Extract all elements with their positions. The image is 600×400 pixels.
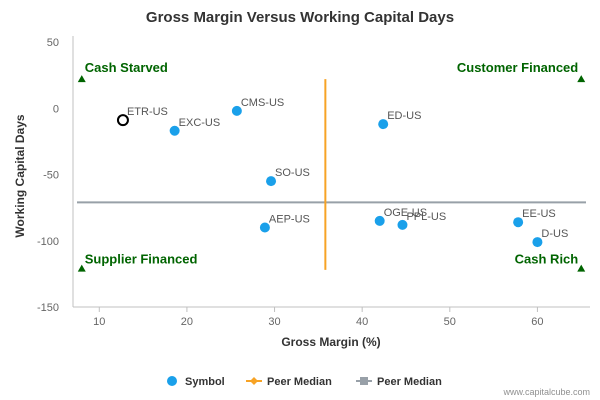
legend[interactable]: Symbol Peer Median Peer Median <box>167 376 442 388</box>
peer-median-lines <box>77 79 586 270</box>
data-points: ETR-US EXC-US CMS-US ED-US SO-US AEP-US OGE-US… <box>116 97 568 248</box>
quadrant-labels: Cash Starved Customer Financed Supplier Fi… <box>77 60 586 272</box>
data-point[interactable] <box>169 125 180 136</box>
y-tick-label: 0 <box>53 103 59 115</box>
data-point[interactable] <box>231 105 242 116</box>
credit-text: www.capitalcube.com <box>502 387 590 397</box>
data-point-label: EE-US <box>522 208 556 220</box>
data-point[interactable] <box>374 215 385 226</box>
x-tick-label: 40 <box>356 316 368 328</box>
data-point[interactable] <box>397 219 408 230</box>
x-tick-label: 30 <box>268 316 280 328</box>
legend-circle-icon <box>167 376 177 386</box>
x-axis-title: Gross Margin (%) <box>281 335 380 349</box>
quadrant-label: Cash Starved <box>85 60 168 75</box>
data-point-label: ED-US <box>387 110 421 122</box>
data-point[interactable] <box>513 217 524 228</box>
quadrant-triangle-icon <box>577 75 586 83</box>
quadrant-label: Customer Financed <box>457 60 578 75</box>
legend-item[interactable]: Symbol <box>167 376 225 388</box>
data-point[interactable] <box>266 176 277 187</box>
data-point-highlight[interactable] <box>116 114 129 127</box>
x-tick-label: 50 <box>444 316 456 328</box>
axes: 50 0 -50 -100 -150 10 20 30 40 50 60 <box>37 36 590 328</box>
legend-diamond-icon <box>250 377 258 385</box>
chart-title: Gross Margin Versus Working Capital Days <box>146 9 454 26</box>
data-point-label: AEP-US <box>269 214 310 226</box>
data-point-label: D-US <box>541 228 568 240</box>
y-tick-label: -100 <box>37 236 59 248</box>
y-tick-label: 50 <box>47 37 59 49</box>
y-tick-label: -150 <box>37 302 59 314</box>
quadrant-label: Cash Rich <box>515 252 579 267</box>
data-point[interactable] <box>259 222 270 233</box>
quadrant-triangle-icon <box>77 75 86 83</box>
x-tick-label: 20 <box>181 316 193 328</box>
data-point-label: SO-US <box>275 167 310 179</box>
x-tick-label: 10 <box>93 316 105 328</box>
legend-square-icon <box>360 377 368 385</box>
y-tick-label: -50 <box>43 170 59 182</box>
quadrant-triangle-icon <box>77 264 86 272</box>
x-tick-label: 60 <box>531 316 543 328</box>
legend-label: Symbol <box>185 376 225 388</box>
legend-item[interactable]: Peer Median <box>356 376 442 388</box>
data-point-label: CMS-US <box>241 97 284 109</box>
data-point-label: OGE-US <box>384 207 427 219</box>
quadrant-triangle-icon <box>577 264 586 272</box>
y-axis-title: Working Capital Days <box>13 114 27 237</box>
data-point[interactable] <box>378 119 389 130</box>
legend-item[interactable]: Peer Median <box>246 376 332 388</box>
quadrant-label: Supplier Financed <box>85 252 198 267</box>
legend-label: Peer Median <box>377 376 442 388</box>
data-point-label: EXC-US <box>179 117 221 129</box>
data-point-label: ETR-US <box>127 106 168 118</box>
data-point[interactable] <box>532 237 543 248</box>
data-point-label: PPL-US <box>406 211 446 223</box>
legend-label: Peer Median <box>267 376 332 388</box>
